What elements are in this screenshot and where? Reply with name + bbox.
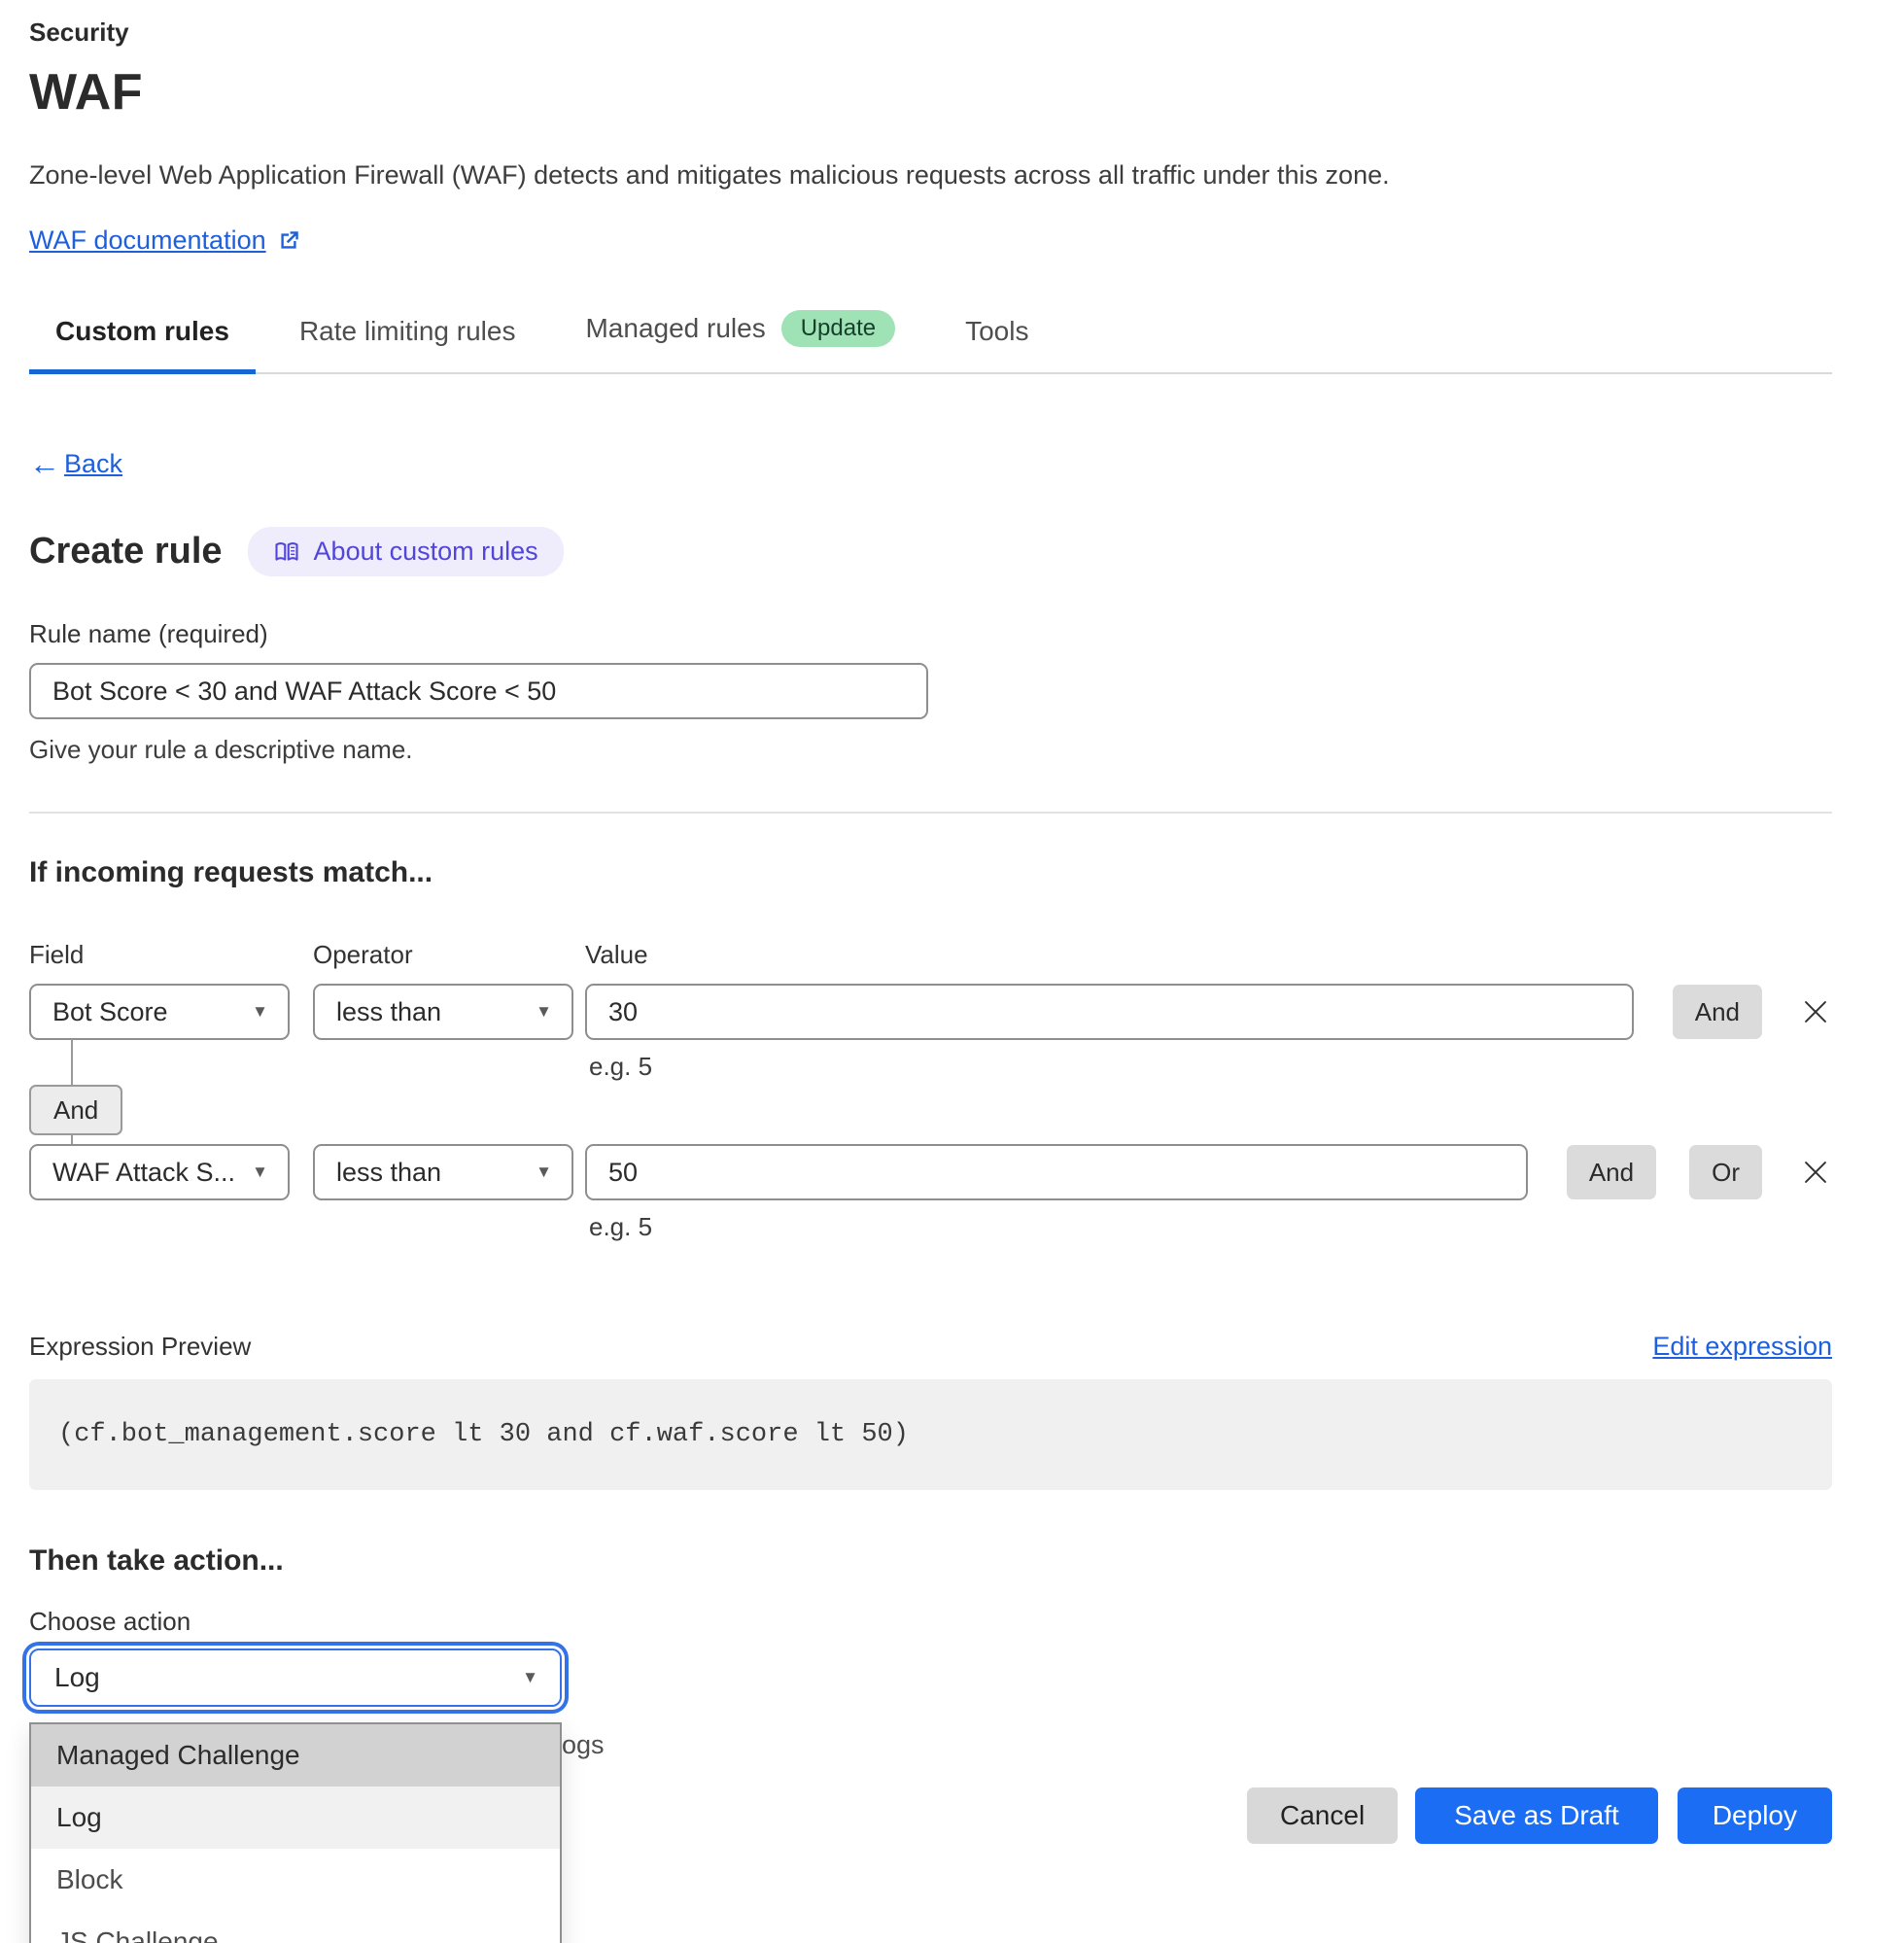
add-and-clause-button-1[interactable]: And — [1672, 985, 1762, 1039]
section-divider — [29, 812, 1832, 814]
rule-name-input[interactable] — [29, 663, 928, 719]
action-select-wrap: Log ▼ Managed Challenge Log Block JS Cha… — [29, 1648, 562, 1943]
tab-label: Tools — [965, 316, 1029, 346]
obscured-helper-text-fragment: ogs — [562, 1730, 605, 1759]
chevron-down-icon: ▼ — [522, 1668, 538, 1686]
create-rule-title: Create rule — [29, 531, 223, 572]
about-custom-rules-badge[interactable]: About custom rules — [247, 527, 564, 576]
tab-label: Managed rules — [585, 313, 766, 343]
operator-select-value: less than — [336, 996, 442, 1026]
form-actions-bar: Cancel Save as Draft Deploy — [29, 1787, 1832, 1844]
tab-custom-rules[interactable]: Custom rules — [29, 316, 256, 374]
rule-name-label: Rule name (required) — [29, 619, 268, 648]
tab-rate-limiting-rules[interactable]: Rate limiting rules — [273, 316, 542, 372]
chevron-down-icon: ▼ — [252, 1002, 268, 1021]
choose-action-label: Choose action — [29, 1607, 191, 1636]
waf-documentation-link[interactable]: WAF documentation — [29, 226, 266, 255]
external-link-icon — [281, 230, 298, 249]
operator-column-label: Operator — [313, 940, 413, 969]
condition-connector: And — [29, 1039, 1832, 1150]
expression-preview-label: Expression Preview — [29, 1332, 252, 1361]
value-input-1[interactable] — [585, 984, 1634, 1040]
cancel-button[interactable]: Cancel — [1247, 1787, 1399, 1844]
value-input-2[interactable] — [585, 1144, 1528, 1200]
option-log[interactable]: Log — [31, 1787, 560, 1849]
and-connector-chip: And — [29, 1085, 123, 1135]
add-or-clause-button-2[interactable]: Or — [1689, 1145, 1762, 1199]
action-heading: Then take action... — [29, 1544, 284, 1577]
field-column-label: Field — [29, 940, 85, 969]
edit-expression-link[interactable]: Edit expression — [1652, 1332, 1832, 1361]
page-title: WAF — [29, 64, 144, 121]
operator-select-value: less than — [336, 1157, 442, 1187]
update-badge: Update — [780, 310, 896, 347]
operator-select-1[interactable]: less than ▼ — [313, 984, 573, 1040]
expression-preview-code: (cf.bot_management.score lt 30 and cf.wa… — [29, 1379, 1832, 1490]
book-icon — [274, 541, 298, 561]
field-select-2[interactable]: WAF Attack S... ▼ — [29, 1144, 290, 1200]
value-hint-2: e.g. 5 — [589, 1212, 653, 1241]
tab-label: Custom rules — [55, 316, 229, 346]
operator-select-2[interactable]: less than ▼ — [313, 1144, 573, 1200]
condition-row-2: WAF Attack S... ▼ less than ▼ And Or — [29, 1144, 1832, 1200]
about-badge-label: About custom rules — [313, 537, 538, 566]
match-heading: If incoming requests match... — [29, 856, 433, 888]
field-select-value: WAF Attack S... — [52, 1157, 236, 1187]
tab-label: Rate limiting rules — [298, 316, 516, 346]
tab-bar: Custom rules Rate limiting rules Managed… — [29, 310, 1832, 374]
value-column-label: Value — [585, 940, 648, 969]
option-js-challenge[interactable]: JS Challenge — [31, 1911, 560, 1943]
action-dropdown: Managed Challenge Log Block JS Challenge… — [29, 1722, 562, 1943]
option-block[interactable]: Block — [31, 1849, 560, 1911]
option-managed-challenge[interactable]: Managed Challenge — [31, 1724, 560, 1787]
remove-condition-icon-2[interactable] — [1799, 1156, 1832, 1189]
back-arrow-icon: ← — [29, 446, 60, 481]
chevron-down-icon: ▼ — [536, 1162, 552, 1181]
value-hint-1: e.g. 5 — [589, 1052, 653, 1081]
chevron-down-icon: ▼ — [536, 1002, 552, 1021]
tab-tools[interactable]: Tools — [939, 316, 1055, 372]
remove-condition-icon-1[interactable] — [1799, 995, 1832, 1028]
field-select-value: Bot Score — [52, 996, 168, 1026]
deploy-button[interactable]: Deploy — [1677, 1787, 1832, 1844]
tab-managed-rules[interactable]: Managed rules Update — [559, 310, 921, 372]
save-as-draft-button[interactable]: Save as Draft — [1415, 1787, 1658, 1844]
condition-row-1: Bot Score ▼ less than ▼ And — [29, 984, 1832, 1040]
back-link[interactable]: Back — [64, 449, 123, 478]
chevron-down-icon: ▼ — [252, 1162, 268, 1181]
breadcrumb-security: Security — [29, 17, 129, 47]
action-select[interactable]: Log ▼ — [29, 1648, 562, 1707]
field-select-1[interactable]: Bot Score ▼ — [29, 984, 290, 1040]
action-select-value: Log — [54, 1662, 100, 1692]
add-and-clause-button-2[interactable]: And — [1566, 1145, 1657, 1199]
rule-name-help: Give your rule a descriptive name. — [29, 735, 413, 764]
page-description: Zone-level Web Application Firewall (WAF… — [29, 160, 1390, 190]
